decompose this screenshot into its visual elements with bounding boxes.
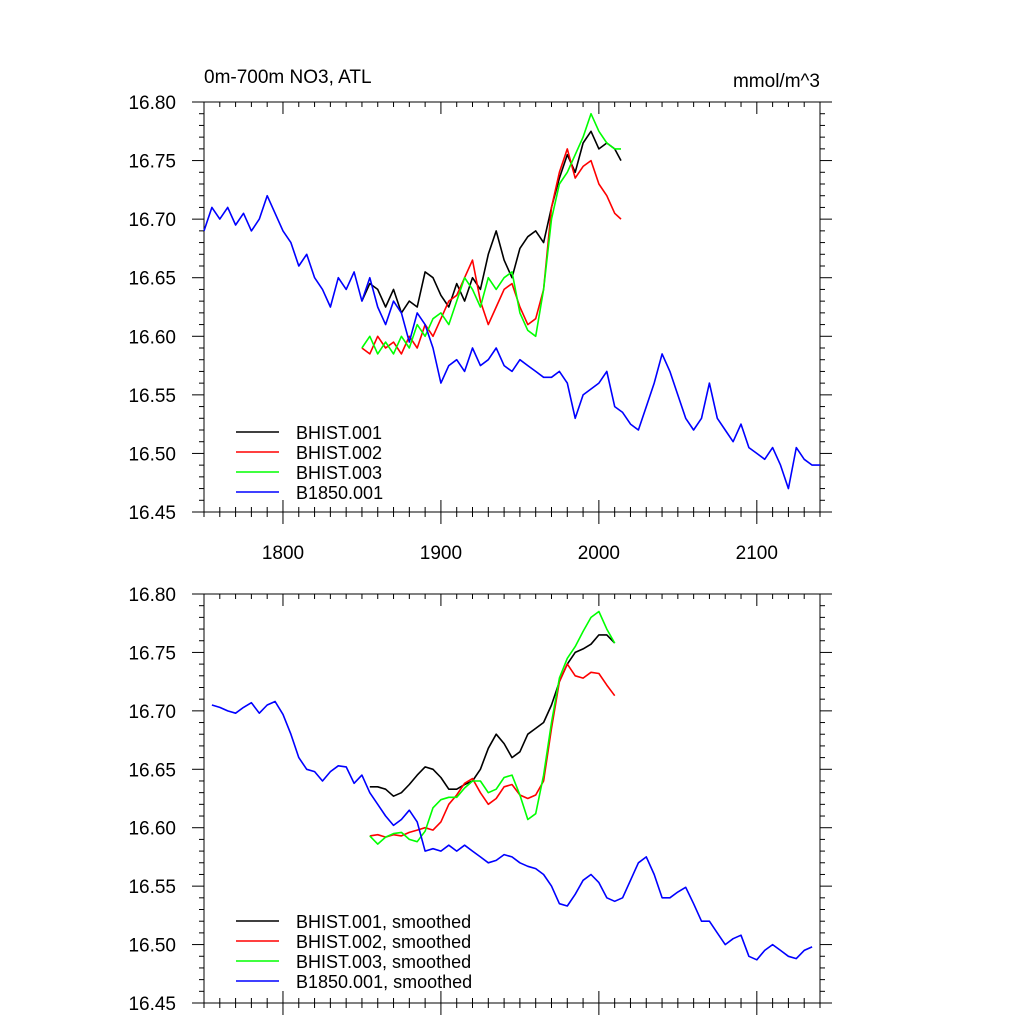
bottom-series-line-2 <box>369 663 616 838</box>
bottom-y-tick-label: 16.45 <box>128 994 176 1015</box>
top-panel: 0m-700m NO3, ATL mmol/m^3 1800 1900 2000 21… <box>128 67 832 564</box>
top-y-tick-label: 16.60 <box>128 327 176 348</box>
bottom-y-tick-label: 16.75 <box>128 643 176 664</box>
bottom-y-tick-label: 16.65 <box>128 760 176 781</box>
top-x-tick-label: 1900 <box>420 543 462 564</box>
top-series-line-3 <box>361 112 621 355</box>
bottom-y-tick-label: 16.55 <box>128 877 176 898</box>
top-y-tick-label: 16.80 <box>128 93 176 114</box>
bottom-y-tick-label: 16.70 <box>128 702 176 723</box>
top-series-line-4 <box>203 194 820 490</box>
bottom-panel: 16.45 16.50 16.55 16.60 16.65 16.70 16.75 16.80… <box>128 585 832 1015</box>
top-y-tick-label: 16.70 <box>128 210 176 231</box>
bottom-legend-label-3: BHIST.003, smoothed <box>296 952 471 972</box>
top-y-tick-label: 16.75 <box>128 152 176 173</box>
top-y-tick-label: 16.65 <box>128 269 176 290</box>
top-y-tick-label: 16.45 <box>128 503 176 524</box>
bottom-legend-label-1: BHIST.001, smoothed <box>296 912 471 932</box>
top-plot-frame <box>203 101 821 513</box>
top-y-tick-label: 16.55 <box>128 386 176 407</box>
bottom-legend-label-2: BHIST.002, smoothed <box>296 932 471 952</box>
top-legend-label-3: BHIST.003 <box>296 463 382 483</box>
top-panel-title: 0m-700m NO3, ATL <box>204 67 372 88</box>
top-x-tick-label: 1800 <box>262 543 304 564</box>
bottom-y-tick-label: 16.50 <box>128 936 176 957</box>
top-legend-label-1: BHIST.001 <box>296 423 382 443</box>
bottom-series-line-3 <box>369 610 616 845</box>
bottom-plot-frame <box>203 593 821 1004</box>
top-legend-label-2: BHIST.002 <box>296 443 382 463</box>
top-panel-units: mmol/m^3 <box>733 71 820 92</box>
top-legend-label-4: B1850.001 <box>296 483 383 503</box>
bottom-series-line-1 <box>369 634 616 798</box>
top-x-tick-label: 2100 <box>736 543 778 564</box>
bottom-y-tick-label: 16.80 <box>128 585 176 606</box>
bottom-y-tick-label: 16.60 <box>128 819 176 840</box>
bottom-series-line-4 <box>211 700 813 961</box>
top-x-tick-label: 2000 <box>578 543 620 564</box>
top-y-tick-label: 16.50 <box>128 444 176 465</box>
bottom-legend-label-4: B1850.001, smoothed <box>296 972 472 992</box>
top-series-line-1 <box>361 130 622 314</box>
top-series-line-2 <box>361 148 622 355</box>
